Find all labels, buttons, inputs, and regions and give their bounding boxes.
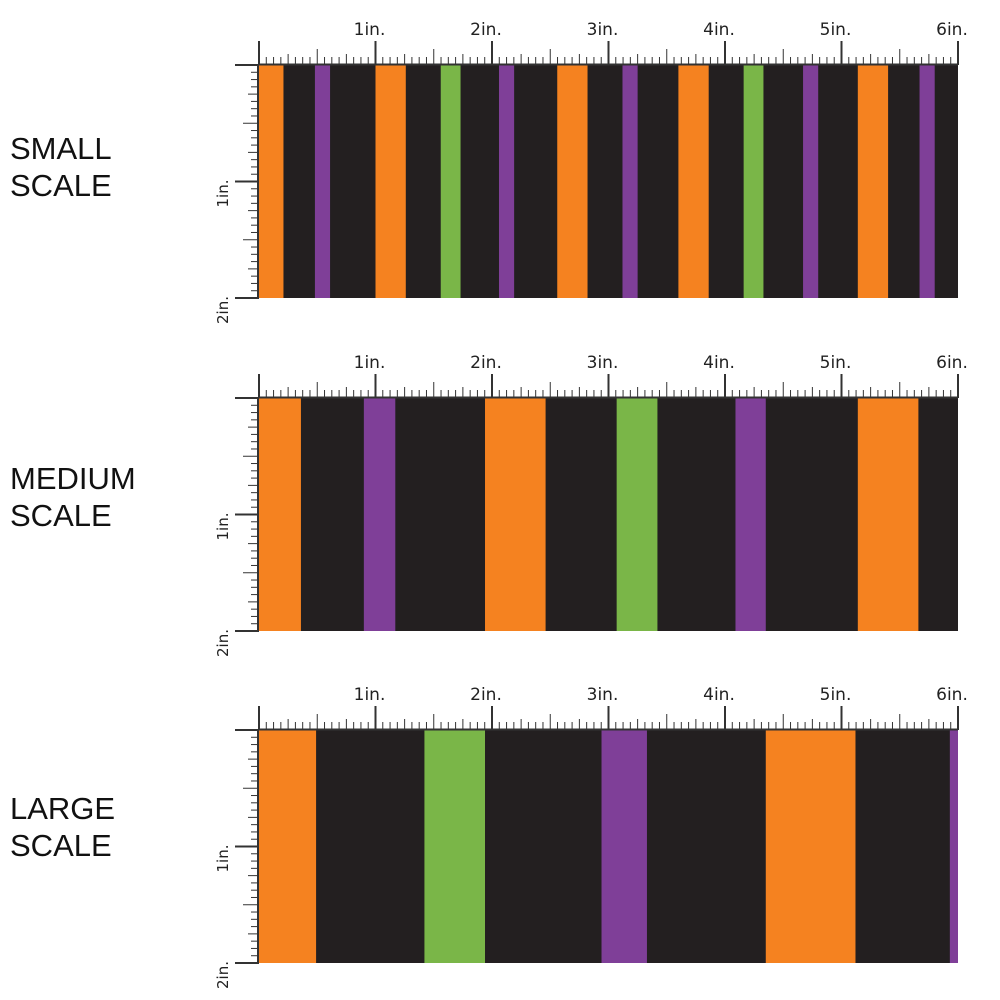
large-stripe-purple (601, 730, 647, 963)
medium-scale-label-line-1: MEDIUM (10, 461, 136, 496)
small-stripe-purple (314, 65, 331, 298)
medium-horizontal-label: 4in. (703, 353, 735, 373)
small-stripe-orange (557, 65, 588, 298)
small-scale-label: SMALL SCALE (10, 130, 210, 204)
medium-vertical-label: 2in. (214, 629, 232, 657)
large-horizontal-label: 5in. (820, 685, 852, 705)
large-scale-swatch: 1in. 2in. 3in. 4in. 5in. 6in. 1in. 2in. (214, 685, 968, 989)
large-scale-label: LARGE SCALE (10, 790, 210, 864)
medium-stripe-purple (363, 398, 396, 631)
small-horizontal-label: 4in. (703, 20, 735, 40)
small-stripe-purple (803, 65, 819, 298)
large-vertical-label: 1in. (214, 845, 232, 873)
small-horizontal-label: 3in. (587, 20, 619, 40)
medium-horizontal-label: 6in. (936, 353, 968, 373)
medium-stripe-purple (735, 398, 766, 631)
large-horizontal-label: 6in. (936, 685, 968, 705)
medium-vertical-label: 1in. (214, 513, 232, 541)
small-horizontal-ruler (258, 41, 959, 66)
large-vertical-ruler (235, 729, 259, 964)
medium-horizontal-label: 3in. (587, 353, 619, 373)
large-stripe-orange (259, 730, 317, 963)
small-stripe-purple (498, 65, 515, 298)
medium-horizontal-ruler (258, 374, 959, 399)
small-horizontal-label: 1in. (354, 20, 386, 40)
small-scale-label-line-2: SCALE (10, 168, 112, 203)
small-vertical-label: 2in. (214, 296, 232, 324)
large-stripe-orange (765, 730, 856, 963)
large-horizontal-label: 2in. (470, 685, 502, 705)
large-stripe-green (424, 730, 486, 963)
small-horizontal-label: 2in. (470, 20, 502, 40)
small-stripe-purple (919, 65, 935, 298)
medium-scale-label: MEDIUM SCALE (10, 460, 210, 534)
small-stripe-green (440, 65, 461, 298)
medium-scale-panel: MEDIUM SCALE 1in. 2in. 3in. 4in. 5in. 6in. 1in… (0, 333, 1000, 663)
large-stripe-purple (949, 730, 958, 963)
medium-horizontal-label: 5in. (820, 353, 852, 373)
large-scale-label-line-1: LARGE (10, 791, 116, 826)
large-horizontal-label: 3in. (587, 685, 619, 705)
small-stripe-purple (622, 65, 638, 298)
small-stripe-orange (375, 65, 406, 298)
small-vertical-label: 1in. (214, 180, 232, 208)
small-scale-label-line-1: SMALL (10, 131, 112, 166)
small-vertical-ruler (235, 64, 259, 299)
small-horizontal-label: 5in. (820, 20, 852, 40)
medium-stripe-green (616, 398, 658, 631)
medium-scale-swatch: 1in. 2in. 3in. 4in. 5in. 6in. 1in. 2in. (214, 353, 968, 657)
small-stripe-orange (678, 65, 709, 298)
large-scale-panel: LARGE SCALE 1in. 2in. 3in. 4in. 5in. 6in. 1in.… (0, 665, 1000, 995)
small-swatch-background (259, 65, 958, 298)
large-vertical-label: 2in. (214, 961, 232, 989)
small-scale-swatch: 1in. 2in. 3in. 4in. 5in. 6in. 1in. 2in. (214, 20, 968, 324)
small-horizontal-label: 6in. (936, 20, 968, 40)
medium-stripe-orange (857, 398, 919, 631)
small-stripe-green (743, 65, 764, 298)
small-scale-panel: SMALL SCALE 1in. 2in. 3in. 4in. 5in. 6in. 1in.… (0, 0, 1000, 330)
medium-stripe-orange (259, 398, 301, 631)
medium-scale-label-line-2: SCALE (10, 498, 112, 533)
large-horizontal-label: 1in. (354, 685, 386, 705)
medium-vertical-ruler (235, 397, 259, 632)
large-horizontal-label: 4in. (703, 685, 735, 705)
medium-horizontal-label: 1in. (354, 353, 386, 373)
medium-horizontal-label: 2in. (470, 353, 502, 373)
large-scale-label-line-2: SCALE (10, 828, 112, 863)
small-stripe-orange (259, 65, 284, 298)
large-horizontal-ruler (258, 706, 959, 731)
medium-stripe-orange (485, 398, 546, 631)
small-stripe-orange (857, 65, 889, 298)
